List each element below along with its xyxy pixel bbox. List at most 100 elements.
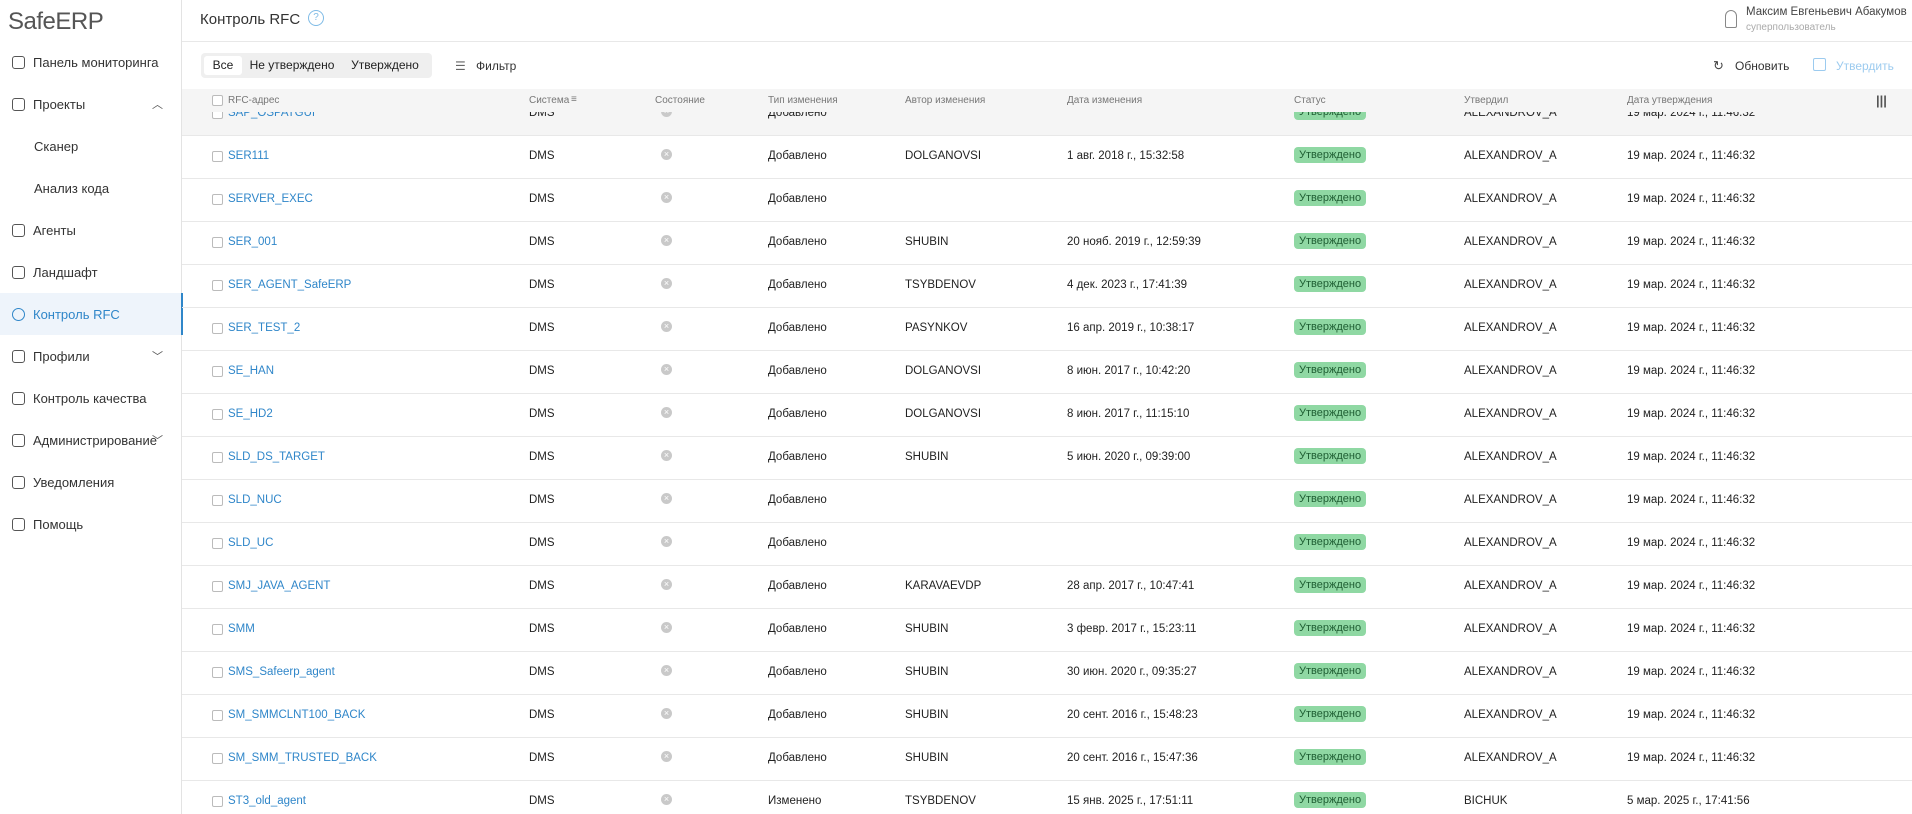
approved-date: 19 мар. 2024 г., 11:46:32	[1627, 451, 1756, 463]
change-type: Добавлено	[768, 666, 827, 678]
nav-item[interactable]: Профили ﹀	[0, 335, 181, 377]
row-checkbox[interactable]	[212, 667, 223, 678]
rfc-link[interactable]: SM_SMMCLNT100_BACK	[228, 709, 366, 721]
system: DMS	[529, 365, 555, 377]
approved-by: ALEXANDROV_A	[1464, 193, 1557, 205]
status-badge: Утверждено	[1294, 319, 1367, 335]
column-header[interactable]: Статус	[1294, 95, 1326, 106]
author: SHUBIN	[905, 451, 949, 463]
nav-item[interactable]: Администрирование ﹀	[0, 419, 181, 461]
help-icon[interactable]: ?	[308, 10, 324, 26]
table-row: SERVER_EXEC DMS × Добавлено Утверждено ALEXAN…	[182, 178, 1912, 222]
nav-item[interactable]: Проекты ︿	[0, 83, 181, 125]
rfc-link[interactable]: SER_AGENT_SafeERP	[228, 279, 352, 291]
rfc-link[interactable]: SM_SMM_TRUSTED_BACK	[228, 752, 377, 764]
row-checkbox[interactable]	[212, 624, 223, 635]
column-header[interactable]: Автор изменения	[905, 95, 986, 106]
change-type: Добавлено	[768, 709, 827, 721]
filter-button[interactable]: Фильтр	[476, 59, 517, 73]
rfc-link[interactable]: SAP_OSPATGUI	[228, 112, 316, 119]
rfc-link[interactable]: ST3_old_agent	[228, 795, 307, 807]
table-row: SAP_OSPATGUI DMS × Добавлено Утверждено ALEXA…	[182, 112, 1912, 136]
state-icon: ×	[661, 278, 672, 289]
nav-item[interactable]: Агенты	[0, 209, 181, 251]
nav-chevron: ﹀	[152, 435, 163, 447]
column-header[interactable]: Дата утверждения	[1627, 95, 1713, 106]
column-header[interactable]: Тип изменения	[768, 95, 838, 106]
nav-item[interactable]: Ландшафт	[0, 251, 181, 293]
approved-date: 19 мар. 2024 г., 11:46:32	[1627, 537, 1756, 549]
rfc-link[interactable]: SLD_DS_TARGET	[228, 451, 325, 463]
table-row: SER_AGENT_SafeERP DMS × Добавлено TSYBDENOV 4…	[182, 264, 1912, 308]
row-checkbox[interactable]	[212, 796, 223, 807]
nav-label: Панель мониторинга	[33, 54, 159, 70]
system: DMS	[529, 537, 555, 549]
column-header[interactable]: Дата изменения	[1067, 95, 1143, 106]
row-checkbox[interactable]	[212, 753, 223, 764]
columns-button[interactable]: |||	[1876, 93, 1887, 108]
row-checkbox[interactable]	[212, 237, 223, 248]
select-all-checkbox[interactable]	[212, 95, 223, 106]
change-type: Добавлено	[768, 193, 827, 205]
row-checkbox[interactable]	[212, 194, 223, 205]
state-icon: ×	[661, 321, 672, 332]
refresh-icon[interactable]: ↻	[1713, 58, 1724, 73]
rfc-link[interactable]: SLD_NUC	[228, 494, 282, 506]
approve-button[interactable]: Утвердить	[1836, 59, 1894, 73]
column-header[interactable]: Утвердил	[1464, 95, 1509, 106]
status-badge: Утверждено	[1294, 190, 1367, 206]
row-checkbox[interactable]	[212, 710, 223, 721]
row-checkbox[interactable]	[212, 280, 223, 291]
approved-by: ALEXANDROV_A	[1464, 752, 1557, 764]
rfc-link[interactable]: SMJ_JAVA_AGENT	[228, 580, 331, 592]
row-checkbox[interactable]	[212, 409, 223, 420]
row-checkbox[interactable]	[212, 495, 223, 506]
brand[interactable]: SafeERP	[8, 8, 104, 35]
approved-date: 19 мар. 2024 г., 11:46:32	[1627, 279, 1756, 291]
nav-item[interactable]: Контроль RFC	[0, 293, 183, 335]
user-name[interactable]: Максим Евгеньевич Абакумов	[1746, 6, 1907, 18]
rfc-link[interactable]: SLD_UC	[228, 537, 274, 549]
system: DMS	[529, 279, 555, 291]
tab[interactable]: Утверждено	[351, 58, 419, 72]
row-checkbox[interactable]	[212, 366, 223, 377]
row-checkbox[interactable]	[212, 323, 223, 334]
change-date: 20 нояб. 2019 г., 12:59:39	[1067, 236, 1201, 248]
nav-item[interactable]: Уведомления	[0, 461, 181, 503]
nav-item[interactable]: Анализ кода	[0, 167, 181, 209]
column-header[interactable]: Состояние	[655, 95, 705, 106]
column-header[interactable]: RFC-адрес	[228, 95, 280, 106]
row-checkbox[interactable]	[212, 112, 223, 119]
nav-item[interactable]: Помощь	[0, 503, 181, 545]
rfc-link[interactable]: SMM	[228, 623, 255, 635]
nav-label: Сканер	[34, 138, 79, 154]
author: SHUBIN	[905, 623, 949, 635]
nav-icon	[12, 307, 25, 321]
row-checkbox[interactable]	[212, 538, 223, 549]
row-checkbox[interactable]	[212, 452, 223, 463]
rfc-link[interactable]: SE_HD2	[228, 408, 273, 420]
column-header[interactable]: Система	[529, 95, 570, 106]
rfc-link[interactable]: SER_TEST_2	[228, 322, 301, 334]
nav-item[interactable]: Панель мониторинга	[0, 41, 181, 83]
rfc-link[interactable]: SER111	[228, 150, 270, 162]
rfc-link[interactable]: SER_001	[228, 236, 278, 248]
tab[interactable]: Не утверждено	[249, 58, 335, 72]
nav-item[interactable]: Контроль качества	[0, 377, 181, 419]
refresh-button[interactable]: Обновить	[1735, 59, 1790, 73]
nav-item[interactable]: Сканер	[0, 125, 181, 167]
author: DOLGANOVSI	[905, 150, 982, 162]
approved-date: 19 мар. 2024 г., 11:46:32	[1627, 666, 1756, 678]
row-checkbox[interactable]	[212, 151, 223, 162]
rfc-link[interactable]: SMS_Safeerp_agent	[228, 666, 335, 678]
filter-icon[interactable]: ☰	[455, 59, 466, 73]
change-type: Добавлено	[768, 279, 827, 291]
row-checkbox[interactable]	[212, 581, 223, 592]
rfc-link[interactable]: SE_HAN	[228, 365, 275, 377]
rfc-link[interactable]: SERVER_EXEC	[228, 193, 313, 205]
system: DMS	[529, 193, 555, 205]
author: DOLGANOVSI	[905, 408, 982, 420]
user-icon	[1725, 10, 1737, 28]
tab[interactable]: Все	[204, 56, 242, 75]
state-icon: ×	[661, 235, 672, 246]
